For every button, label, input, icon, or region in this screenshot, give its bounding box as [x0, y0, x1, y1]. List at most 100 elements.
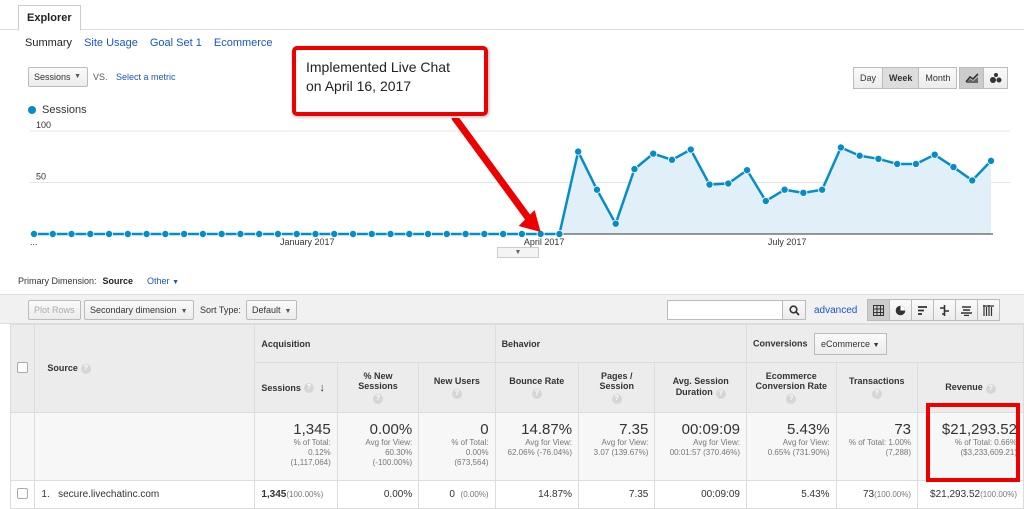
help-icon[interactable]: ? — [80, 363, 91, 374]
select-all-checkbox[interactable] — [17, 362, 29, 373]
row-checkbox[interactable] — [17, 487, 29, 499]
granularity-group: Day Week Month — [853, 67, 958, 89]
totals-transactions-sub2: (7,288) — [885, 448, 912, 457]
row-transactions-pct: (100.00%) — [874, 490, 912, 499]
performance-view-button[interactable] — [911, 299, 934, 321]
table-toolbar: Plot Rows Secondary dimension ▼ Sort Type… — [0, 294, 1024, 324]
data-point — [555, 230, 564, 239]
avg-duration-header-label-1: Avg. Session — [672, 376, 729, 386]
new-sessions-column-header[interactable]: % New Sessions? — [336, 362, 420, 413]
search-button[interactable] — [782, 300, 806, 320]
week-button[interactable]: Week — [882, 67, 920, 89]
totals-pages-session: 7.35 Avg for View: 3.07 (139.67%) — [578, 412, 656, 481]
chart-type-group — [959, 67, 1008, 89]
advanced-filter-link[interactable]: advanced — [814, 305, 858, 316]
data-point — [855, 151, 864, 160]
subnav-summary[interactable]: Summary — [25, 37, 73, 49]
data-point — [799, 188, 808, 197]
sort-type-dropdown[interactable]: Default ▼ — [246, 300, 298, 320]
help-icon[interactable]: ? — [786, 394, 797, 404]
behavior-group-header: Behavior — [494, 324, 748, 363]
source-header[interactable]: Source? — [34, 324, 256, 413]
ecom-rate-column-header[interactable]: Ecommerce Conversion Rate? — [746, 362, 837, 413]
help-icon[interactable]: ? — [451, 389, 462, 399]
data-point — [592, 185, 601, 194]
totals-revenue-value: $21,293.52 — [941, 421, 1017, 438]
data-table: Source? Acquisition Behavior Conversions… — [9, 324, 1024, 509]
comparison-icon — [940, 304, 949, 316]
plot-rows-button[interactable]: Plot Rows — [28, 300, 81, 320]
comparison-view-button[interactable] — [933, 299, 956, 321]
data-point — [987, 156, 996, 165]
totals-new-users: 0% of Total: 0.00% (673,564) — [418, 412, 496, 481]
subnav-goal-set[interactable]: Goal Set 1 — [149, 37, 202, 49]
totals-pages-session-value: 7.35 — [619, 421, 649, 438]
term-cloud-view-button[interactable] — [955, 299, 978, 321]
data-point — [724, 179, 733, 188]
primary-dimension-source[interactable]: Source — [102, 276, 134, 286]
secondary-dimension-label: Secondary dimension — [90, 305, 177, 315]
y-tick-label: 50 — [36, 172, 46, 182]
row-sessions: 1,345(100.00%) — [254, 480, 338, 509]
row-new-users: 0 (0.00%) — [418, 480, 496, 509]
totals-new-sessions: 0.00% Avg for View: 60.30% (-100.00%) — [336, 412, 420, 481]
ecom-rate-header-label-2: Conversion Rate — [755, 381, 828, 391]
data-point — [424, 230, 433, 239]
totals-bounce-rate-value: 14.87% — [521, 421, 573, 438]
row-checkbox-cell — [9, 480, 36, 509]
month-button[interactable]: Month — [918, 67, 958, 89]
data-point — [386, 230, 395, 239]
acquisition-group-header: Acquisition — [254, 324, 496, 363]
pages-session-column-header[interactable]: Pages / Session? — [578, 362, 656, 413]
help-icon[interactable]: ? — [531, 389, 542, 399]
tab-explorer[interactable]: Explorer — [18, 5, 81, 31]
sort-desc-icon: ↓ — [319, 381, 325, 394]
subnav-ecommerce[interactable]: Ecommerce — [213, 37, 273, 49]
row-sessions-pct: (100.00%) — [286, 490, 324, 499]
help-icon[interactable]: ? — [373, 394, 383, 404]
annotation-arrow-shaft — [451, 118, 537, 228]
chevron-down-icon: ▼ — [74, 73, 81, 80]
conversions-dropdown[interactable]: eCommerce ▼ — [814, 332, 887, 355]
sessions-line — [34, 145, 992, 236]
sessions-legend-dot — [28, 106, 36, 114]
day-button[interactable]: Day — [853, 67, 884, 89]
select-metric-link[interactable]: Select a metric — [116, 72, 176, 82]
totals-new-users-sub3: (673,564) — [454, 458, 489, 467]
transactions-column-header[interactable]: Transactions? — [835, 362, 919, 413]
totals-sessions-sub3: (1,117,064) — [290, 458, 331, 467]
totals-avg-duration-sub2: 00:01:57 (370.46%) — [669, 448, 740, 457]
percentage-view-button[interactable] — [889, 299, 912, 321]
row-source-link[interactable]: secure.livechatinc.com — [58, 489, 160, 500]
totals-label-cell — [34, 412, 256, 481]
term-cloud-icon — [961, 305, 972, 316]
help-icon[interactable]: ? — [985, 384, 996, 394]
help-icon[interactable]: ? — [871, 389, 882, 399]
primary-dimension-other[interactable]: Other ▼ — [147, 276, 179, 286]
help-icon[interactable]: ? — [715, 389, 726, 399]
data-point — [874, 154, 883, 163]
secondary-dimension-dropdown[interactable]: Secondary dimension ▼ — [84, 300, 194, 320]
bounce-rate-column-header[interactable]: Bounce Rate? — [494, 362, 580, 413]
row-revenue-value: $21,293.52 — [930, 489, 981, 500]
subnav-site-usage[interactable]: Site Usage — [84, 37, 138, 49]
help-icon[interactable]: ? — [611, 394, 622, 404]
data-view-button[interactable] — [867, 299, 890, 321]
data-point — [517, 230, 526, 239]
table-search-input[interactable] — [667, 300, 783, 320]
revenue-column-header[interactable]: Revenue? — [917, 362, 1024, 413]
line-chart-button[interactable] — [959, 67, 984, 89]
new-users-column-header[interactable]: New Users? — [418, 362, 496, 413]
sessions-column-header[interactable]: Sessions? ↓ — [254, 362, 338, 413]
annotation-line2: on April 16, 2017 — [306, 78, 412, 94]
metric-dropdown[interactable]: Sessions ▼ — [28, 67, 88, 87]
help-icon[interactable]: ? — [303, 383, 314, 394]
data-point — [405, 230, 414, 239]
chart-resize-handle[interactable]: ▼ — [497, 247, 539, 258]
pivot-view-button[interactable] — [977, 299, 1000, 321]
avg-duration-column-header[interactable]: Avg. Session Duration? — [654, 362, 747, 413]
annotation-callout: Implemented Live Chat on April 16, 2017 — [292, 46, 488, 116]
motion-chart-button[interactable] — [983, 67, 1008, 89]
new-sessions-header-label: % New Sessions — [358, 371, 398, 391]
data-point — [67, 230, 76, 239]
